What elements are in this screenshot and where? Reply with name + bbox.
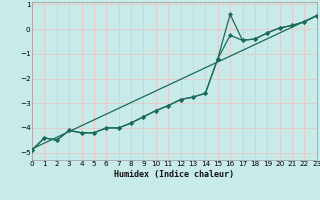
X-axis label: Humidex (Indice chaleur): Humidex (Indice chaleur) xyxy=(115,170,234,179)
